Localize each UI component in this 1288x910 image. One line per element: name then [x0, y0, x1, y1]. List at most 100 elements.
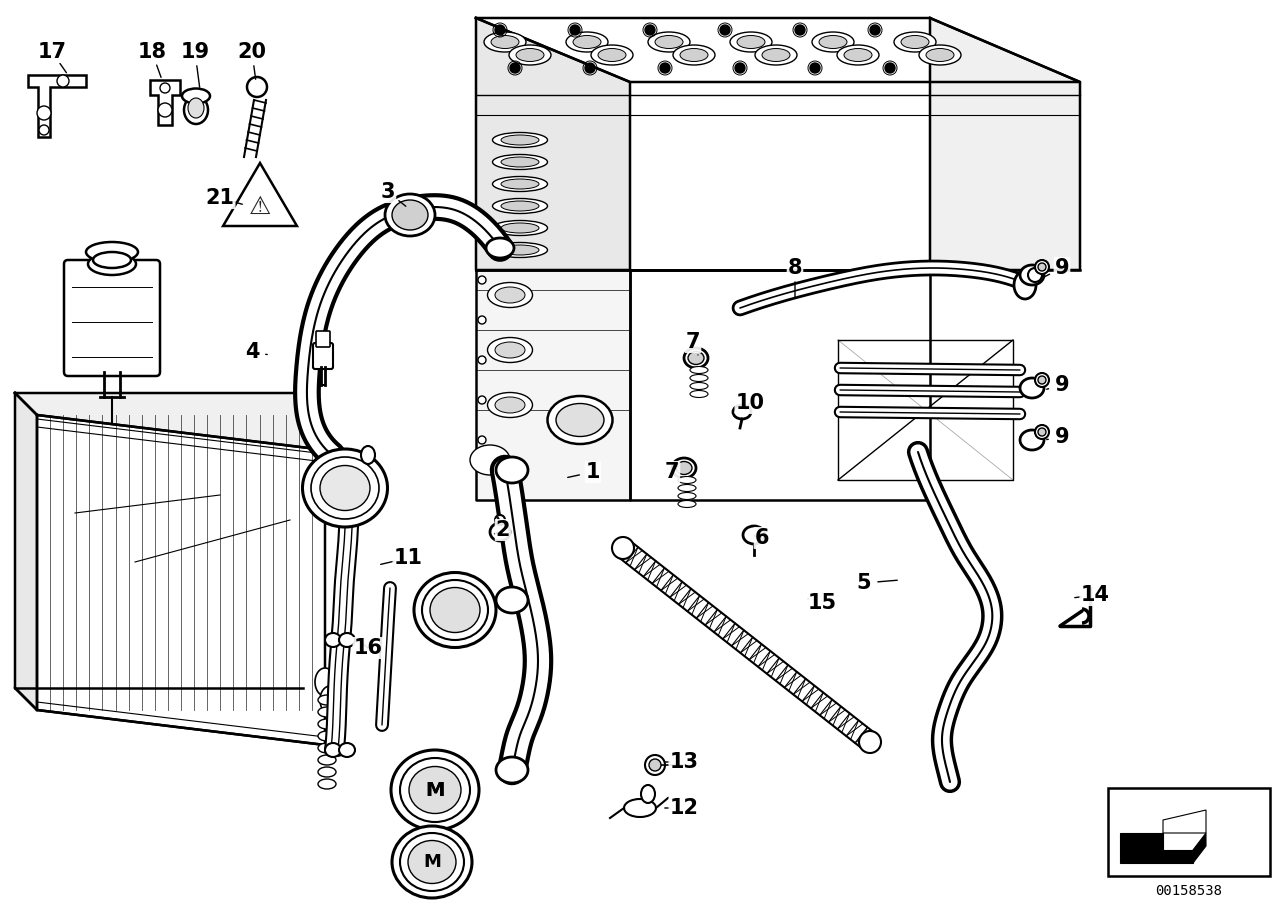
Circle shape [158, 103, 173, 117]
Circle shape [720, 25, 730, 35]
Ellipse shape [677, 501, 696, 508]
Text: 8: 8 [788, 258, 802, 278]
Text: 3: 3 [381, 182, 395, 202]
Ellipse shape [690, 375, 708, 381]
Ellipse shape [598, 48, 626, 62]
Ellipse shape [623, 799, 656, 817]
Circle shape [649, 759, 661, 771]
Ellipse shape [408, 841, 456, 884]
Ellipse shape [496, 757, 528, 783]
Text: 7: 7 [685, 332, 701, 352]
Circle shape [810, 63, 820, 73]
Circle shape [869, 25, 880, 35]
Ellipse shape [762, 48, 790, 62]
Text: 7: 7 [665, 462, 679, 482]
Ellipse shape [743, 526, 765, 544]
Ellipse shape [392, 826, 471, 898]
Text: M: M [425, 781, 444, 800]
Ellipse shape [303, 449, 388, 527]
Ellipse shape [318, 731, 336, 741]
Ellipse shape [677, 477, 696, 483]
Text: 19: 19 [180, 42, 210, 62]
Ellipse shape [612, 537, 634, 559]
Ellipse shape [491, 35, 519, 48]
Text: 9: 9 [1055, 375, 1069, 395]
Ellipse shape [413, 572, 496, 648]
Polygon shape [930, 18, 1081, 270]
Ellipse shape [318, 719, 336, 729]
Polygon shape [630, 270, 930, 500]
Text: 12: 12 [670, 798, 698, 818]
Ellipse shape [674, 45, 715, 65]
Ellipse shape [492, 155, 547, 169]
Ellipse shape [88, 253, 137, 275]
Ellipse shape [509, 45, 551, 65]
Circle shape [57, 75, 70, 87]
Polygon shape [477, 18, 1081, 82]
Ellipse shape [733, 405, 751, 419]
Polygon shape [1121, 833, 1163, 850]
Polygon shape [15, 393, 37, 710]
Ellipse shape [755, 45, 797, 65]
Ellipse shape [677, 484, 696, 491]
Ellipse shape [325, 743, 341, 757]
Text: 16: 16 [353, 638, 383, 658]
FancyBboxPatch shape [316, 331, 330, 347]
Ellipse shape [319, 686, 340, 714]
Ellipse shape [1014, 271, 1036, 299]
Text: 21: 21 [206, 188, 234, 208]
Ellipse shape [641, 785, 656, 803]
Ellipse shape [1020, 430, 1045, 450]
Circle shape [1038, 263, 1046, 271]
Circle shape [247, 77, 267, 97]
Text: 9: 9 [1055, 427, 1069, 447]
Ellipse shape [385, 194, 435, 236]
Ellipse shape [648, 32, 690, 52]
Text: 1: 1 [586, 462, 600, 482]
FancyBboxPatch shape [64, 260, 160, 376]
Ellipse shape [573, 35, 601, 48]
Text: 14: 14 [1081, 585, 1109, 605]
Ellipse shape [318, 767, 336, 777]
Ellipse shape [489, 523, 510, 541]
Text: 13: 13 [670, 752, 698, 772]
Ellipse shape [656, 35, 683, 48]
Ellipse shape [310, 457, 379, 519]
Circle shape [1036, 425, 1048, 439]
Polygon shape [28, 75, 86, 137]
Circle shape [1038, 376, 1046, 384]
Text: 11: 11 [394, 548, 422, 568]
Polygon shape [37, 415, 325, 745]
Circle shape [478, 396, 486, 404]
Ellipse shape [318, 755, 336, 765]
Ellipse shape [496, 457, 528, 483]
Text: ⚠: ⚠ [249, 195, 272, 219]
Ellipse shape [410, 766, 461, 814]
Ellipse shape [811, 32, 854, 52]
Polygon shape [838, 340, 1012, 480]
Ellipse shape [401, 833, 464, 891]
Text: 9: 9 [1055, 258, 1069, 278]
Ellipse shape [547, 396, 613, 444]
Circle shape [1036, 260, 1048, 274]
Circle shape [1038, 428, 1046, 436]
Circle shape [478, 356, 486, 364]
Ellipse shape [565, 32, 608, 52]
Ellipse shape [492, 133, 547, 147]
Ellipse shape [496, 587, 528, 613]
Ellipse shape [690, 382, 708, 389]
Ellipse shape [859, 731, 881, 753]
Ellipse shape [730, 32, 772, 52]
Ellipse shape [492, 198, 547, 214]
Polygon shape [477, 270, 630, 500]
Ellipse shape [501, 157, 538, 167]
FancyBboxPatch shape [313, 343, 334, 369]
Ellipse shape [339, 743, 355, 757]
Circle shape [478, 316, 486, 324]
Ellipse shape [591, 45, 632, 65]
Circle shape [885, 63, 895, 73]
Ellipse shape [690, 367, 708, 373]
Ellipse shape [920, 45, 961, 65]
Circle shape [160, 83, 170, 93]
Ellipse shape [501, 135, 538, 145]
